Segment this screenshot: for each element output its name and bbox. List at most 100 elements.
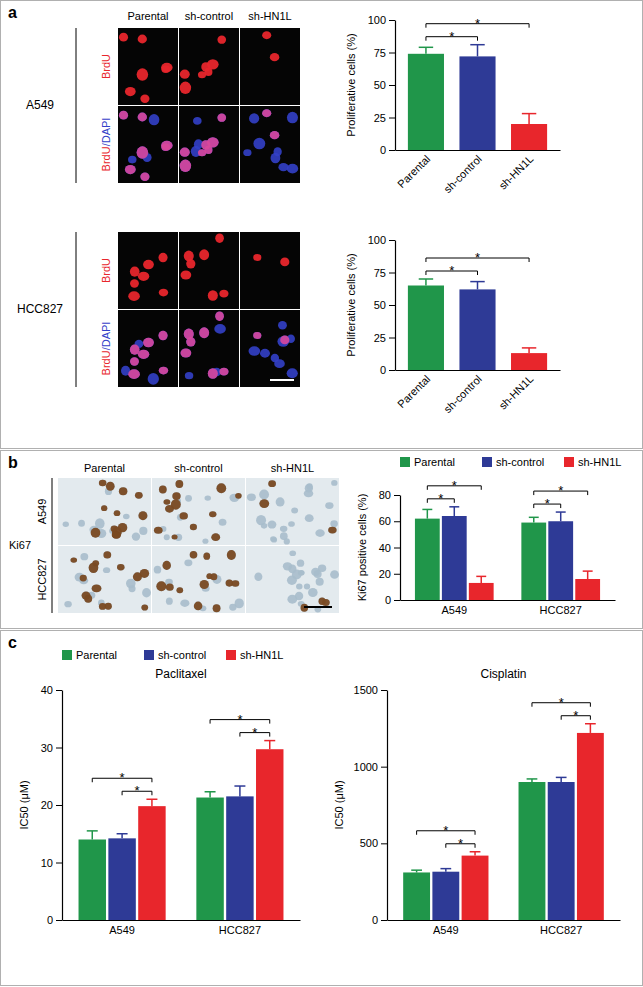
y-tick-label: 50 xyxy=(374,79,386,91)
nucleus xyxy=(164,499,171,504)
legend-swatch xyxy=(482,457,492,467)
x-axis: A549HCC827 xyxy=(388,920,621,936)
y-tick-mark xyxy=(389,305,395,306)
y-tick-label: 50 xyxy=(374,299,386,311)
nucleus xyxy=(203,553,210,560)
nucleus xyxy=(271,153,281,164)
bar xyxy=(469,583,494,600)
error-bar-cap xyxy=(422,509,432,511)
y-axis-title: Ki67 positive cells (%) xyxy=(356,494,368,602)
nucleus xyxy=(325,502,333,509)
y-tick-label: 0 xyxy=(372,914,378,926)
y-tick: 75 xyxy=(374,47,395,59)
nucleus xyxy=(259,499,269,508)
y-tick-mark xyxy=(389,85,395,86)
nucleus xyxy=(137,68,149,80)
nucleus xyxy=(288,564,296,573)
nucleus xyxy=(202,539,208,544)
y-tick: 20 xyxy=(379,568,400,580)
nucleus xyxy=(287,368,298,378)
x-tick: HCC827 xyxy=(540,600,582,616)
nucleus xyxy=(154,527,163,534)
significance-label: * xyxy=(475,16,480,31)
nucleus xyxy=(163,561,171,570)
bar xyxy=(256,749,283,920)
chart-title: Cisplatin xyxy=(480,667,526,681)
nucleus xyxy=(278,163,288,171)
y-tick: 100 xyxy=(368,14,395,26)
nucleus xyxy=(235,493,242,499)
error-bar-cap xyxy=(234,785,245,787)
nucleus xyxy=(190,551,198,559)
x-tick: A549 xyxy=(433,920,459,936)
nucleus xyxy=(141,604,148,610)
nucleus xyxy=(128,369,140,379)
legend-entry: sh-HN1L xyxy=(226,649,283,661)
nucleus xyxy=(217,36,226,44)
nucleus xyxy=(208,368,218,378)
legend-label: sh-HN1L xyxy=(578,456,621,468)
legend-swatch xyxy=(62,650,72,660)
nucleus xyxy=(180,70,190,79)
nucleus xyxy=(82,592,91,600)
nucleus xyxy=(80,553,88,560)
x-axis-line xyxy=(396,150,561,151)
nucleus xyxy=(138,35,147,44)
micrograph xyxy=(240,232,300,309)
nucleus xyxy=(219,519,227,526)
nucleus xyxy=(111,525,118,532)
scale-bar xyxy=(304,606,332,608)
row-label: BrdU xyxy=(100,54,112,79)
nucleus xyxy=(262,31,271,39)
nucleus xyxy=(200,580,209,589)
nucleus xyxy=(261,523,267,529)
nucleus xyxy=(158,331,167,340)
nucleus xyxy=(117,564,124,570)
y-axis-title: IC50 (μM) xyxy=(333,780,345,829)
nucleus xyxy=(137,146,149,158)
y-tick-mark xyxy=(394,548,400,549)
micrograph xyxy=(58,546,151,613)
nucleus xyxy=(280,335,289,344)
bar xyxy=(575,579,600,600)
nucleus xyxy=(99,603,106,610)
error-bar-cap xyxy=(529,517,539,519)
plot-area xyxy=(408,279,547,370)
nucleus xyxy=(280,257,289,266)
nucleus xyxy=(156,581,166,591)
x-axis: Parentalsh-controlsh-HN1L xyxy=(395,370,561,415)
bar xyxy=(196,798,223,920)
nucleus xyxy=(260,349,270,358)
nucleus xyxy=(180,82,191,94)
y-tick: 1000 xyxy=(354,761,387,773)
nucleus xyxy=(89,563,99,573)
nucleus xyxy=(194,602,203,611)
nucleus xyxy=(163,561,171,570)
y-tick: 25 xyxy=(374,332,395,344)
nucleus xyxy=(219,368,228,376)
nucleus xyxy=(114,510,121,516)
x-axis-line xyxy=(396,370,561,371)
nucleus xyxy=(249,113,259,123)
nucleus xyxy=(140,173,149,181)
nucleus xyxy=(176,587,183,593)
nucleus xyxy=(179,512,187,519)
chart-title: Paclitaxel xyxy=(155,667,206,681)
error-bar-stem xyxy=(269,741,271,750)
nucleus xyxy=(208,290,218,300)
error-bar-stem xyxy=(528,114,530,124)
y-tick-label: 30 xyxy=(41,742,53,754)
nucleus xyxy=(171,499,181,509)
bar xyxy=(548,521,573,600)
nucleus xyxy=(208,368,218,378)
nucleus xyxy=(92,584,102,592)
nucleus xyxy=(158,331,167,340)
nucleus xyxy=(280,335,289,344)
y-tick-mark xyxy=(381,920,387,921)
nucleus xyxy=(176,587,183,593)
nucleus xyxy=(78,520,85,527)
x-tick: sh-HN1L xyxy=(496,150,535,192)
bar xyxy=(79,840,106,921)
error-bar-cap xyxy=(476,576,486,578)
legend-entry: sh-control xyxy=(144,649,206,661)
